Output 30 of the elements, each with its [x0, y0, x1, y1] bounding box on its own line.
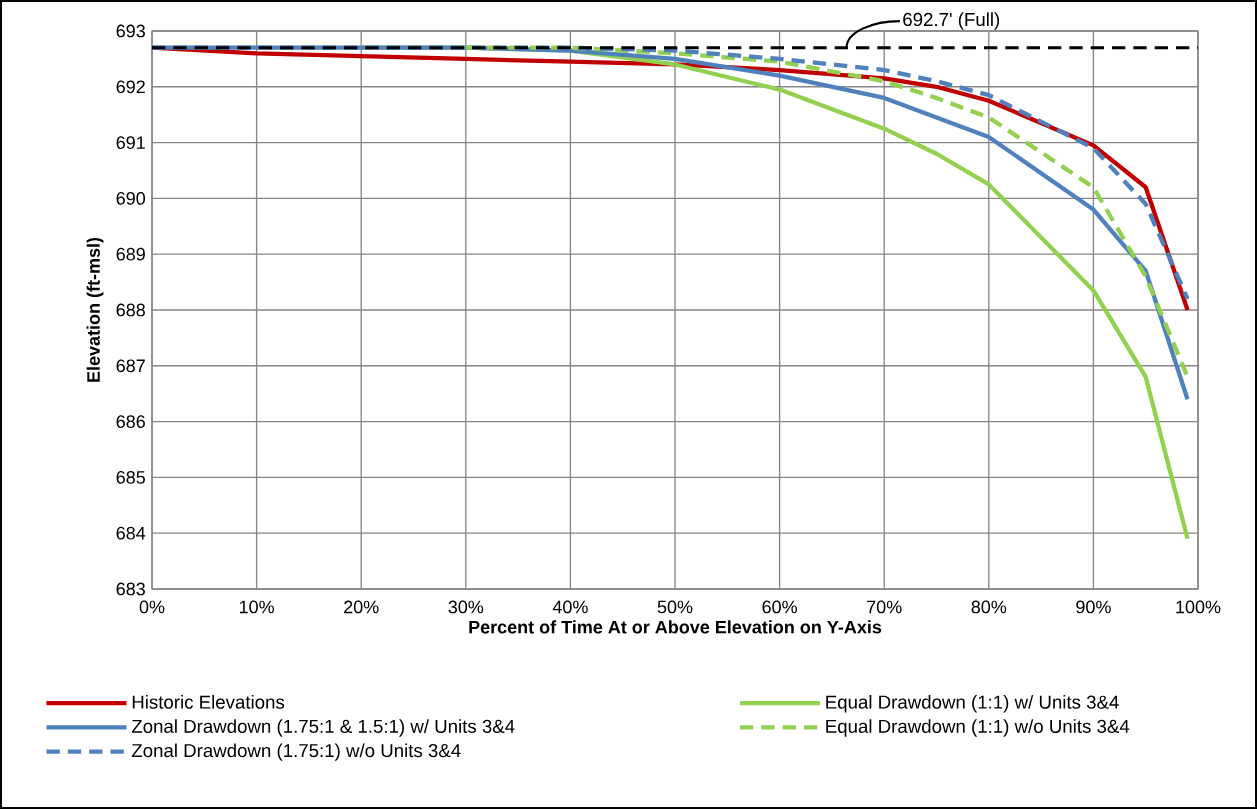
x-tick-label: 30%: [448, 600, 484, 614]
y-tick-label: 687: [116, 359, 145, 373]
x-tick-label: 40%: [552, 600, 588, 614]
ref-line-label: 692.7' (Full): [903, 12, 1000, 30]
y-tick-label: 691: [116, 136, 145, 149]
y-tick-label: 683: [116, 582, 145, 596]
y-tick-label: 686: [116, 415, 145, 428]
x-tick-label: 100%: [1176, 600, 1221, 614]
x-axis-title: Percent of Time At or Above Elevation on Y-Axis: [469, 620, 882, 634]
y-tick-label: 684: [116, 526, 146, 540]
x-tick-label: 0%: [139, 600, 165, 614]
x-tick-label: 20%: [344, 600, 379, 614]
legend-label: Equal Drawdown (1:1) w/ Units 3&4: [826, 695, 1119, 713]
x-tick-label: 60%: [762, 600, 797, 614]
y-tick-label: 685: [116, 471, 145, 484]
x-tick-label: 80%: [971, 600, 1007, 614]
y-tick-label: 690: [116, 192, 146, 205]
x-tick-label: 50%: [657, 600, 693, 614]
y-tick-label: 693: [116, 24, 145, 38]
y-tick-label: 689: [116, 247, 145, 261]
x-tick-label: 10%: [239, 600, 274, 614]
legend-label: Historic Elevations: [132, 695, 285, 709]
legend-label: Equal Drawdown (1:1) w/o Units 3&4: [826, 719, 1130, 737]
x-tick-label: 90%: [1076, 600, 1111, 614]
x-tick-label: 70%: [867, 600, 902, 614]
y-tick-label: 688: [116, 303, 145, 317]
y-axis-title: Elevation (ft-msl): [86, 237, 104, 382]
legend-label: Zonal Drawdown (1.75:1 & 1.5:1) w/ Units 3&4: [131, 719, 515, 737]
y-tick-label: 692: [116, 80, 145, 94]
legend-label: Zonal Drawdown (1.75:1) w/o Units 3&4: [131, 743, 461, 761]
